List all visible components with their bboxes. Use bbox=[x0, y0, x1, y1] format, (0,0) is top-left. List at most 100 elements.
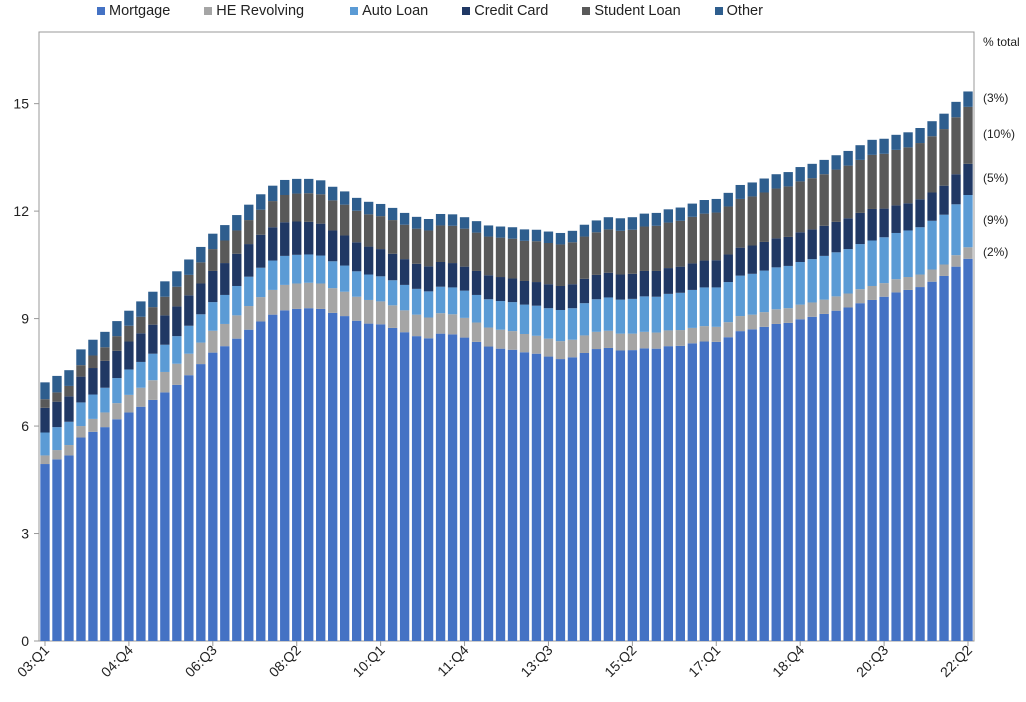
bar-other bbox=[471, 221, 482, 233]
bar-mortgage bbox=[148, 399, 158, 641]
bar-he-revolving bbox=[387, 305, 398, 328]
bar-he-revolving bbox=[843, 293, 853, 308]
bar-student-loan bbox=[375, 216, 386, 250]
bar-auto-loan bbox=[543, 308, 554, 339]
bar-he-revolving bbox=[76, 426, 86, 438]
bar-auto-loan bbox=[675, 292, 685, 331]
bar-student-loan bbox=[531, 241, 542, 283]
bar-mortgage bbox=[268, 314, 278, 641]
bar-auto-loan bbox=[807, 259, 817, 303]
bar-mortgage bbox=[160, 392, 170, 641]
bar-other bbox=[831, 155, 841, 170]
bar-other bbox=[747, 182, 757, 197]
bar-other bbox=[807, 163, 817, 179]
bar-other bbox=[651, 212, 662, 226]
bar-he-revolving bbox=[471, 322, 482, 342]
bar-auto-loan bbox=[555, 309, 566, 342]
bar-student-loan bbox=[591, 232, 602, 275]
bar-student-loan bbox=[627, 229, 638, 274]
bar-mortgage bbox=[363, 323, 374, 641]
bar-auto-loan bbox=[64, 421, 74, 446]
bar-other bbox=[64, 370, 74, 386]
bar-mortgage bbox=[903, 289, 913, 641]
bar-mortgage bbox=[280, 310, 290, 641]
bar-other bbox=[40, 382, 50, 400]
bar-other bbox=[339, 191, 350, 205]
bar-credit-card bbox=[136, 333, 146, 362]
pct-label-student-loan: (10%) bbox=[983, 127, 1016, 142]
bar-auto-loan bbox=[280, 255, 290, 285]
bar-other bbox=[256, 194, 266, 210]
bar-he-revolving bbox=[411, 314, 422, 337]
bar-other bbox=[232, 215, 242, 231]
bar-student-loan bbox=[136, 316, 146, 334]
bar-other bbox=[867, 139, 877, 155]
bar-auto-loan bbox=[88, 394, 98, 419]
bar-auto-loan bbox=[747, 273, 757, 315]
bar-other bbox=[411, 216, 422, 229]
bar-other bbox=[316, 180, 326, 195]
bar-he-revolving bbox=[483, 327, 494, 347]
bar-he-revolving bbox=[423, 317, 434, 339]
bar-credit-card bbox=[208, 270, 218, 303]
bar-student-loan bbox=[268, 201, 278, 228]
bar-auto-loan bbox=[304, 254, 314, 283]
bar-other bbox=[663, 209, 674, 223]
bar-mortgage bbox=[843, 307, 853, 641]
bar-student-loan bbox=[723, 206, 733, 255]
bar-other bbox=[423, 218, 434, 231]
bar-other bbox=[220, 225, 230, 241]
legend-item-he-revolving: HE Revolving bbox=[204, 1, 304, 21]
bar-he-revolving bbox=[603, 330, 614, 348]
bar-mortgage bbox=[471, 341, 482, 641]
bar-he-revolving bbox=[795, 304, 805, 320]
bar-auto-loan bbox=[447, 287, 458, 315]
bar-other bbox=[136, 301, 146, 317]
x-tick-label: 06:Q3 bbox=[182, 642, 220, 680]
pct-total-title: % total bbox=[983, 35, 1020, 49]
bar-mortgage bbox=[519, 352, 530, 641]
bar-credit-card bbox=[40, 407, 50, 433]
bar-student-loan bbox=[771, 188, 781, 239]
bar-auto-loan bbox=[867, 240, 877, 286]
bar-mortgage bbox=[627, 350, 638, 641]
bar-credit-card bbox=[160, 315, 170, 345]
bar-student-loan bbox=[555, 244, 566, 286]
bar-auto-loan bbox=[232, 285, 242, 316]
bar-he-revolving bbox=[184, 353, 194, 376]
bar-auto-loan bbox=[399, 284, 410, 311]
bar-he-revolving bbox=[112, 403, 122, 420]
bar-student-loan bbox=[675, 220, 685, 267]
bar-other bbox=[639, 213, 650, 227]
bar-student-loan bbox=[483, 236, 494, 276]
bar-mortgage bbox=[256, 321, 266, 641]
bar-auto-loan bbox=[268, 260, 278, 290]
bar-student-loan bbox=[747, 196, 757, 246]
legend-item-auto-loan: Auto Loan bbox=[350, 1, 428, 21]
bar-he-revolving bbox=[531, 335, 542, 354]
legend-swatch-credit-card bbox=[462, 7, 471, 15]
legend-swatch-student-loan bbox=[582, 7, 591, 15]
bar-student-loan bbox=[339, 204, 350, 236]
bar-credit-card bbox=[711, 260, 721, 288]
bar-other bbox=[375, 203, 386, 217]
bar-student-loan bbox=[699, 213, 709, 261]
bar-student-loan bbox=[40, 399, 50, 408]
bar-mortgage bbox=[591, 349, 602, 641]
bar-mortgage bbox=[328, 312, 338, 641]
bar-other bbox=[304, 178, 314, 194]
x-tick-label: 15:Q2 bbox=[601, 642, 639, 680]
bar-credit-card bbox=[603, 272, 614, 298]
bar-student-loan bbox=[615, 230, 626, 275]
bar-he-revolving bbox=[292, 283, 302, 309]
bar-student-loan bbox=[855, 159, 865, 213]
bar-mortgage bbox=[807, 316, 817, 641]
bar-mortgage bbox=[651, 348, 662, 641]
bar-credit-card bbox=[855, 212, 865, 245]
bar-credit-card bbox=[627, 273, 638, 299]
bar-credit-card bbox=[351, 242, 362, 272]
x-tick-label: 13:Q3 bbox=[517, 642, 555, 680]
bar-other bbox=[771, 174, 781, 189]
legend-item-mortgage: Mortgage bbox=[97, 1, 170, 21]
